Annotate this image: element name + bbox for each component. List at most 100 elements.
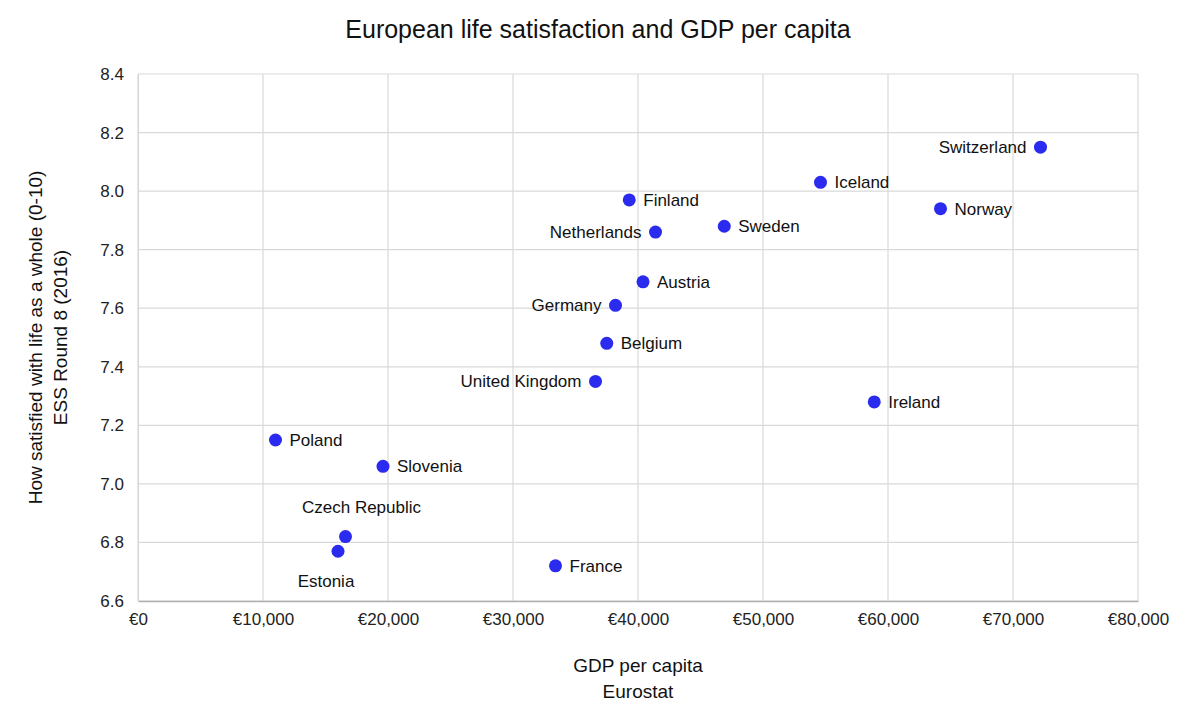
y-tick-label: 7.4 [100, 358, 124, 377]
y-axis: 6.6 6.8 7.0 7.2 7.4 7.6 7.8 8.0 8.2 8.4 [100, 65, 138, 611]
point [549, 559, 562, 572]
point [814, 176, 827, 189]
point [269, 433, 282, 446]
x-tick: €60,000 [858, 601, 919, 629]
point-label: Norway [955, 200, 1013, 219]
y-tick-label: 8.2 [100, 123, 124, 142]
grid-line [138, 542, 1138, 543]
point [377, 460, 390, 473]
point-label: France [570, 557, 623, 576]
grid [138, 74, 1138, 601]
y-tick: 7.6 [100, 299, 138, 318]
grid-line [512, 74, 513, 601]
y-tick-label: 7.6 [100, 299, 124, 318]
y-tick-label: 8.0 [100, 182, 124, 201]
y-tick: 8.0 [100, 182, 138, 201]
point-label: Austria [657, 273, 710, 292]
x-tick-label: €40,000 [608, 610, 669, 629]
point-label: Belgium [621, 334, 682, 353]
x-tick: €30,000 [483, 601, 544, 629]
point [600, 337, 613, 350]
point-label: Sweden [738, 217, 799, 236]
y-tick: 7.4 [100, 358, 138, 377]
x-tick-label: €80,000 [1108, 610, 1169, 629]
y-tick: 7.0 [100, 475, 138, 494]
y-tick-label: 8.4 [100, 65, 124, 84]
grid-line [138, 600, 1138, 601]
x-tick: €40,000 [608, 601, 669, 629]
grid-line [138, 191, 1138, 192]
grid-line [1137, 74, 1138, 601]
point [637, 275, 650, 288]
x-tick: €0 [129, 601, 148, 629]
point [623, 193, 636, 206]
point [1034, 141, 1047, 154]
x-tick-label: €70,000 [983, 610, 1044, 629]
point [868, 395, 881, 408]
x-tick: €50,000 [733, 601, 794, 629]
y-tick: 8.4 [100, 65, 138, 84]
point-label: Iceland [835, 173, 890, 192]
grid-line [262, 74, 263, 601]
point [339, 530, 352, 543]
grid-line [137, 74, 138, 601]
y-tick-label: 7.8 [100, 241, 124, 260]
point-label: Finland [643, 191, 699, 210]
grid-line [138, 73, 1138, 74]
x-tick: €10,000 [233, 601, 294, 629]
point [649, 226, 662, 239]
x-tick-label: €50,000 [733, 610, 794, 629]
point [332, 545, 345, 558]
y-tick: 6.8 [100, 533, 138, 552]
y-tick: 7.8 [100, 241, 138, 260]
y-axis-line [138, 75, 139, 602]
grid-line [387, 74, 388, 601]
y-tick-label: 7.0 [100, 475, 124, 494]
point-label: Ireland [888, 393, 940, 412]
chart: €0 €10,000 €20,000 €30,000 €40,000 €50,000 €60… [0, 0, 1200, 727]
point-label: Switzerland [939, 138, 1027, 157]
point-label: Poland [290, 431, 343, 450]
point-label: Slovenia [397, 457, 463, 476]
x-tick-label: €10,000 [233, 610, 294, 629]
y-tick-label: 6.8 [100, 533, 124, 552]
grid-line [762, 74, 763, 601]
x-tick: €80,000 [1108, 601, 1169, 629]
y-tick: 6.6 [100, 592, 138, 611]
point-label: Czech Republic [302, 498, 422, 517]
grid-line [138, 425, 1138, 426]
x-axis: €0 €10,000 €20,000 €30,000 €40,000 €50,000 €60… [129, 601, 1169, 629]
point-label: Estonia [298, 572, 355, 591]
point [718, 220, 731, 233]
y-tick-label: 7.2 [100, 416, 124, 435]
point-label: Germany [532, 296, 602, 315]
x-axis-title: Eurostat [603, 681, 674, 702]
grid-line [138, 308, 1138, 309]
x-axis-line [139, 601, 1139, 603]
grid-line [138, 132, 1138, 133]
x-tick: €70,000 [983, 601, 1044, 629]
y-axis-title: ESS Round 8 (2016) [50, 250, 71, 425]
x-tick: €20,000 [358, 601, 419, 629]
x-axis-title: GDP per capita [573, 655, 703, 676]
point-label: Netherlands [550, 223, 642, 242]
y-tick: 8.2 [100, 123, 138, 142]
points [269, 141, 1047, 573]
point [589, 375, 602, 388]
grid-line [138, 366, 1138, 367]
title: European life satisfaction and GDP per c… [345, 15, 850, 43]
x-tick-label: €30,000 [483, 610, 544, 629]
grid-line [887, 74, 888, 601]
y-tick: 7.2 [100, 416, 138, 435]
x-tick-label: €60,000 [858, 610, 919, 629]
point-label: United Kingdom [461, 372, 582, 391]
point [609, 299, 622, 312]
x-tick-label: €20,000 [358, 610, 419, 629]
point [934, 202, 947, 215]
x-tick-label: €0 [129, 610, 148, 629]
y-axis-title: How satisfied with life as a whole (0-10… [25, 171, 46, 505]
grid-line [138, 249, 1138, 250]
point-labels: Switzerland Iceland Finland Norway Sweden Net… [290, 138, 1027, 591]
plot: €0 €10,000 €20,000 €30,000 €40,000 €50,000 €60… [100, 65, 1169, 629]
grid-line [138, 483, 1138, 484]
